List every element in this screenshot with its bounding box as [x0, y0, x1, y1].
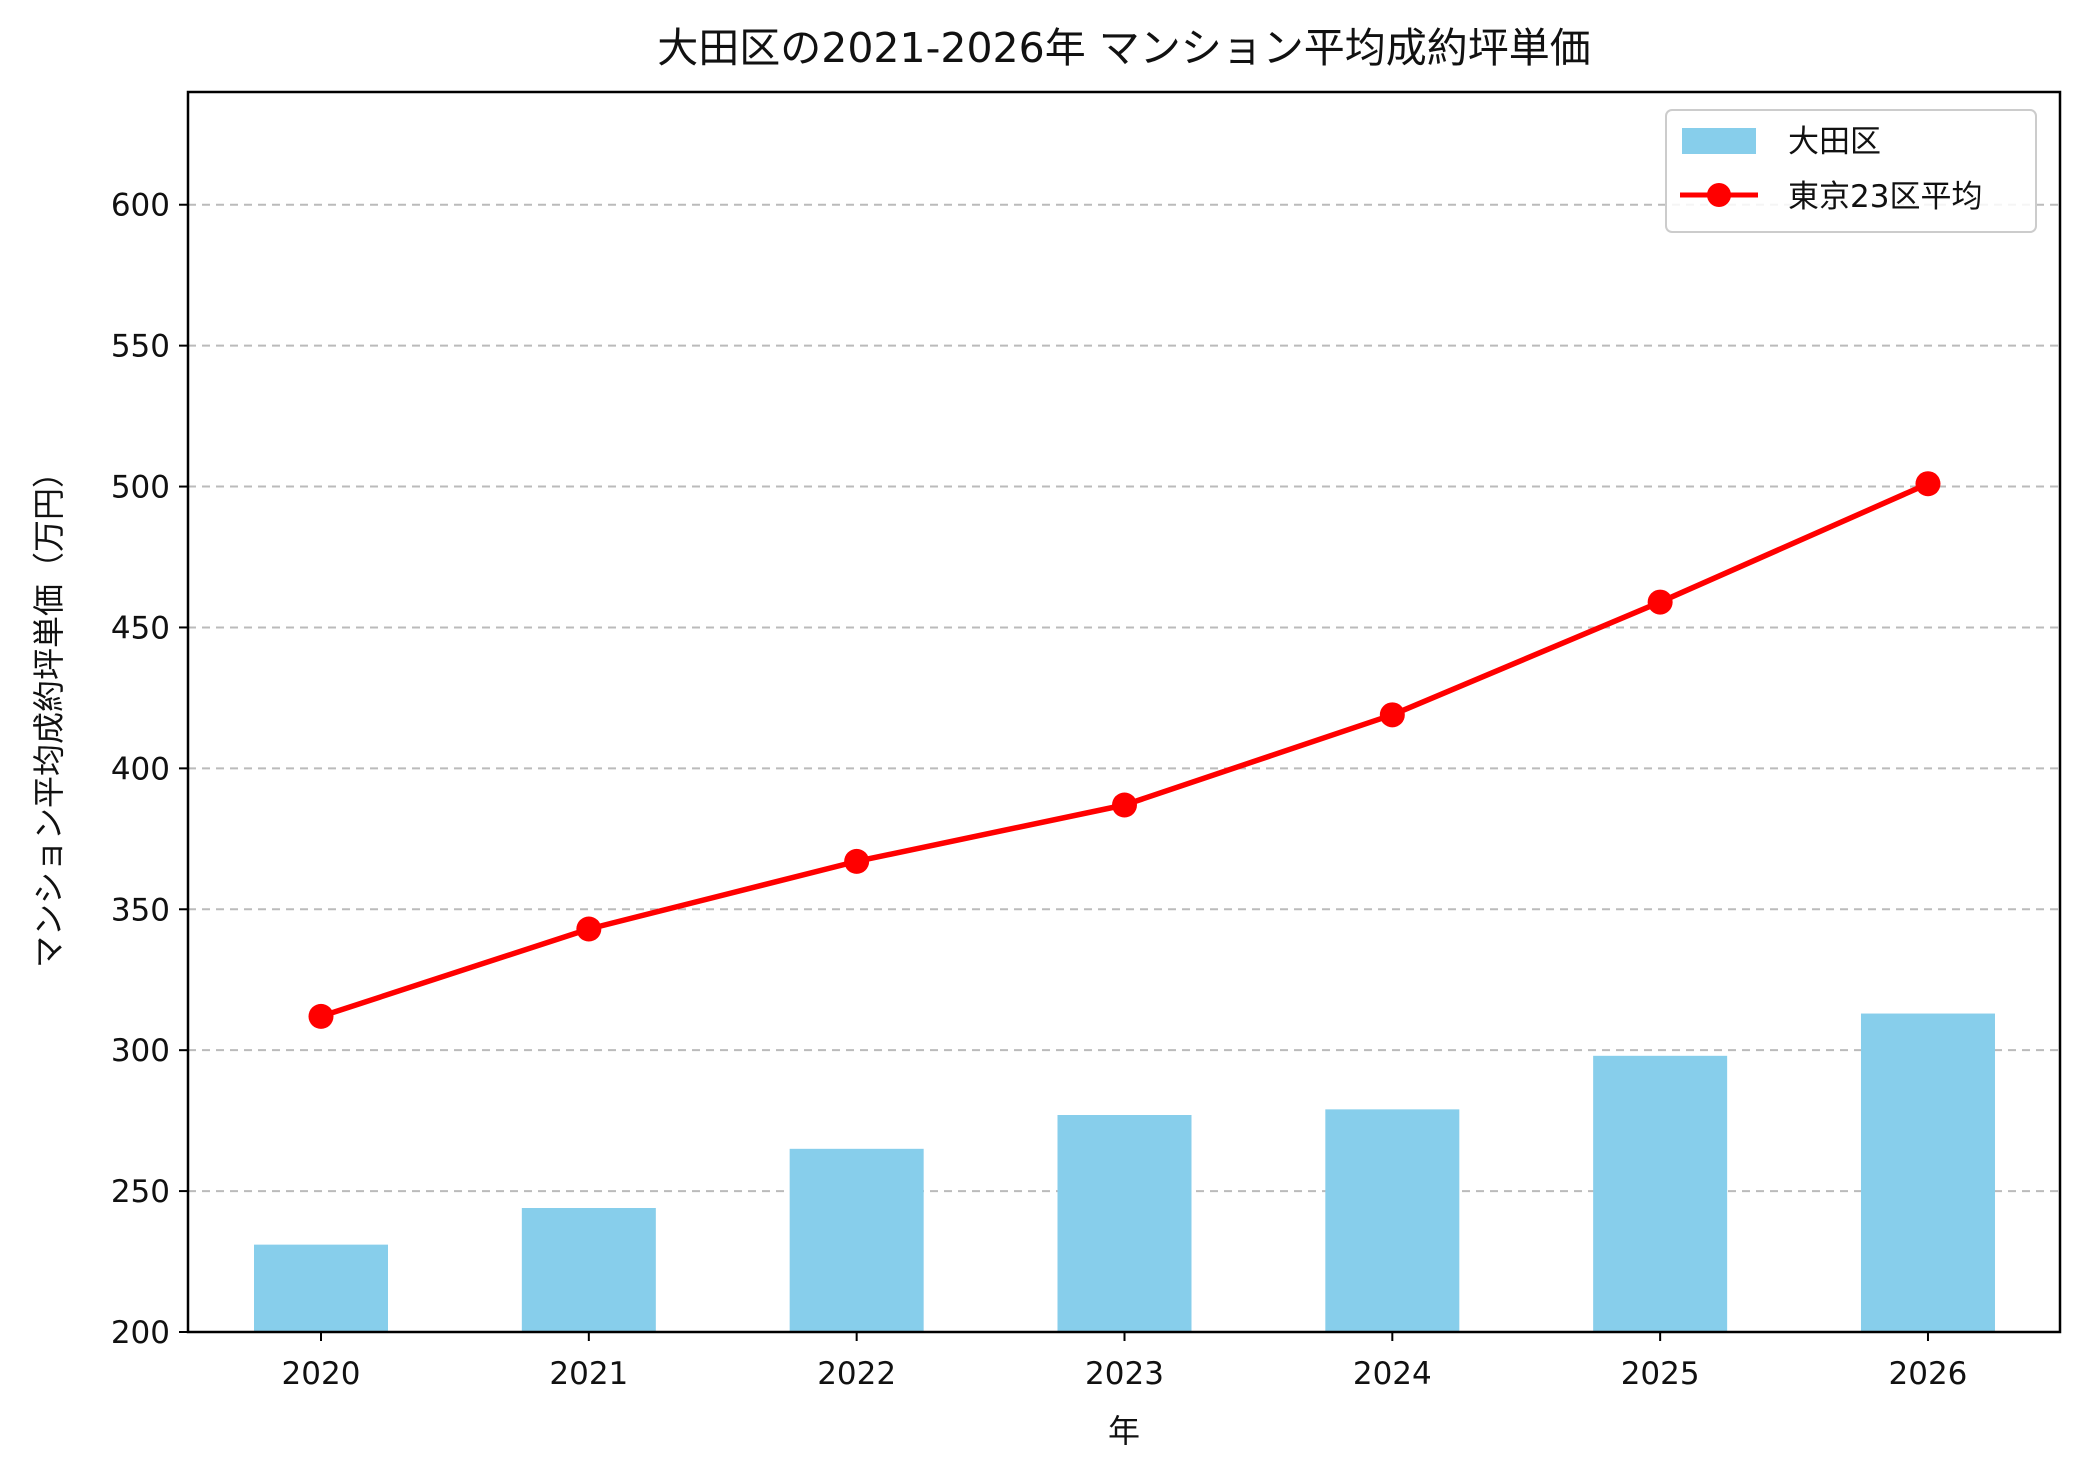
y-tick-label: 450	[111, 610, 170, 646]
y-tick-label: 400	[111, 751, 170, 787]
x-tick-label: 2020	[282, 1356, 361, 1392]
x-tick-label: 2024	[1353, 1356, 1432, 1392]
bar-2025	[1593, 1055, 1728, 1332]
y-axis-label: マンション平均成約坪単価（万円）	[30, 456, 68, 968]
x-tick-label: 2025	[1621, 1356, 1700, 1392]
bar-2026	[1860, 1013, 1995, 1332]
bar-2021	[521, 1208, 656, 1332]
x-tick-label: 2026	[1889, 1356, 1968, 1392]
bar-2022	[789, 1148, 924, 1332]
y-tick-label: 550	[111, 329, 170, 365]
y-axis: 200 250 300 350 400 450 500 550 600	[111, 188, 188, 1351]
line-point-2024	[1379, 702, 1405, 728]
x-axis-label: 年	[1108, 1412, 1140, 1450]
x-tick-label: 2022	[817, 1356, 896, 1392]
x-axis: 2020 2021 2022 2023 2024 2025 2026	[282, 1332, 1968, 1392]
y-tick-label: 200	[111, 1315, 170, 1351]
bar-2020	[254, 1244, 388, 1332]
line-point-2020	[308, 1003, 334, 1029]
line-point-2021	[576, 916, 602, 942]
y-tick-label: 500	[111, 470, 170, 506]
bar-2024	[1325, 1109, 1460, 1332]
bar-2023	[1057, 1115, 1192, 1332]
x-tick-label: 2021	[549, 1356, 628, 1392]
legend-label-line: 東京23区平均	[1788, 179, 1982, 215]
chart-title: 大田区の2021-2026年 マンション平均成約坪単価	[657, 24, 1591, 72]
line-series	[308, 471, 1941, 1029]
line-point-2023	[1111, 792, 1137, 818]
line-point-2022	[844, 848, 870, 874]
y-tick-label: 350	[111, 892, 170, 928]
legend-swatch-bar	[1682, 128, 1756, 154]
line-point-2026	[1915, 471, 1941, 497]
legend-box	[1665, 109, 2037, 233]
x-tick-label: 2023	[1085, 1356, 1164, 1392]
line-point-2025	[1647, 589, 1673, 615]
bar-series	[254, 1013, 1995, 1332]
legend-swatch-marker	[1707, 183, 1731, 207]
y-tick-label: 300	[111, 1033, 170, 1069]
grid-lines	[188, 203, 2060, 1193]
y-tick-label: 250	[111, 1174, 170, 1210]
legend-label-bar: 大田区	[1788, 124, 1881, 160]
legend: 大田区 東京23区平均	[1665, 109, 2037, 233]
line-path	[320, 481, 1930, 1019]
y-tick-label: 600	[111, 188, 170, 224]
